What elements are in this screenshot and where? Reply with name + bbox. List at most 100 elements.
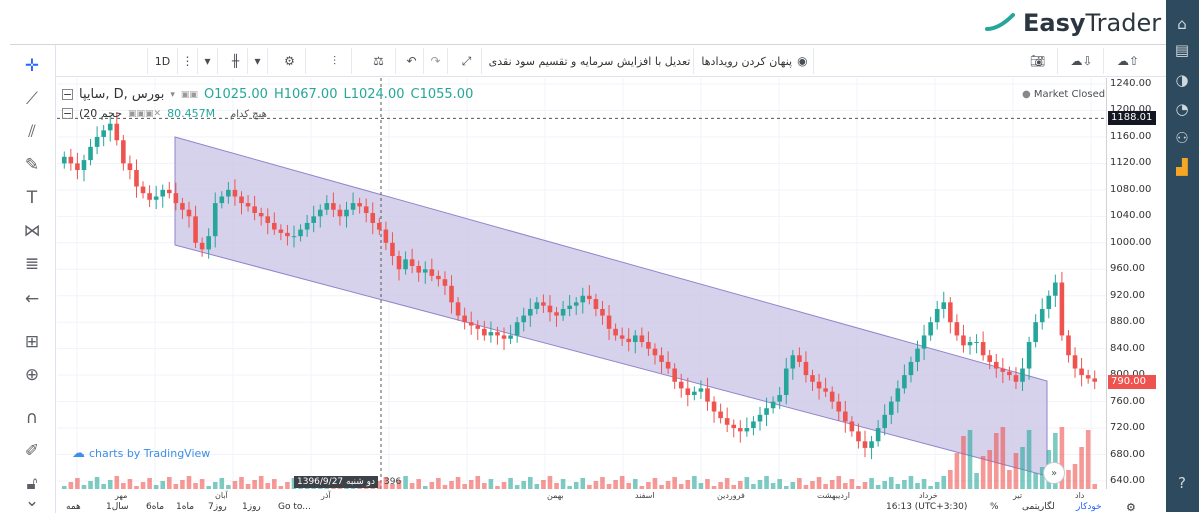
- save-chart-icon[interactable]: ☁⇧: [1116, 54, 1140, 68]
- home-icon[interactable]: ⌂: [1177, 15, 1187, 33]
- fullscreen-icon[interactable]: ⤢: [452, 48, 482, 74]
- volume-bar: [101, 484, 106, 489]
- hide-events-label: پنهان کردن رویدادها: [701, 54, 793, 68]
- volume-bar: [285, 482, 290, 489]
- candle-body: [501, 335, 507, 339]
- symbol-search-input[interactable]: [58, 48, 148, 74]
- time-tick-label: خرداد: [919, 491, 938, 500]
- volume-bar: [475, 476, 481, 489]
- measure-tool-icon[interactable]: ⊞: [24, 332, 40, 352]
- price-axis[interactable]: 1240.00 1200.00 1160.00 1120.00 1080.00 1040.…: [1106, 78, 1156, 489]
- undo-icon[interactable]: ↶: [400, 48, 424, 74]
- symbol-label[interactable]: سایپا, D, بورس: [79, 87, 165, 102]
- redo-icon[interactable]: ↷: [424, 48, 448, 74]
- crosshair-icon[interactable]: ✛: [24, 56, 40, 76]
- brush-icon[interactable]: ✎: [24, 155, 40, 175]
- brand-logo[interactable]: EasyTrader: [985, 6, 1161, 40]
- portfolio-icon[interactable]: ◑: [1175, 71, 1189, 89]
- axis-settings-icon[interactable]: ⚙: [1126, 501, 1136, 514]
- stock-list-icon[interactable]: ▤: [1174, 41, 1190, 59]
- volume-bar: [961, 436, 966, 489]
- range-button[interactable]: Go to...: [278, 502, 311, 512]
- legend-dropdown-icon[interactable]: ▾: [170, 89, 175, 100]
- range-button[interactable]: 1سال: [106, 502, 129, 512]
- volume-bar: [252, 480, 257, 489]
- volume-bar: [272, 479, 277, 489]
- legend-actions[interactable]: ▣▣: [180, 89, 198, 100]
- help-icon[interactable]: ?: [1178, 474, 1186, 492]
- back-arrow-icon[interactable]: ←: [24, 289, 40, 309]
- volume-bar: [915, 483, 920, 489]
- chart-pane[interactable]: [57, 78, 1106, 489]
- candle-body: [692, 391, 697, 395]
- volume-bar: [377, 481, 382, 489]
- trend-line-icon[interactable]: ⟋: [26, 89, 38, 109]
- interval-dropdown-icon[interactable]: ▾: [198, 48, 218, 74]
- candle-body: [744, 428, 750, 432]
- more-intervals-icon[interactable]: ⋮: [178, 48, 198, 74]
- magnet-icon[interactable]: ∩: [25, 408, 39, 428]
- volume-bar: [790, 482, 796, 489]
- tradingview-credit[interactable]: ☁ charts by TradingView: [72, 446, 211, 461]
- volume-bar: [1039, 467, 1045, 489]
- candle-style-icon[interactable]: ╫: [224, 48, 248, 74]
- volume-bar: [436, 478, 441, 489]
- globe-icon[interactable]: ◔: [1175, 100, 1189, 118]
- candle-body: [495, 332, 500, 336]
- camera-icon[interactable]: 📷︎: [1018, 48, 1058, 74]
- tradingview-widget: ✛ ⟋ ⫽ ✎ T ⋈ ≣ ← ⊞ ⊕ ∩ ✐ 🔓︎ ⌄ 1D ⋮ ▾ ╫ ▾ …: [10, 44, 1166, 514]
- interval-button[interactable]: 1D: [148, 48, 178, 74]
- volume-bar: [239, 477, 244, 489]
- scroll-to-realtime-button[interactable]: »: [1043, 462, 1065, 484]
- price-tick-label: 960.00: [1110, 263, 1145, 275]
- parallel-channel-icon[interactable]: ⫽: [28, 122, 36, 142]
- adjust-capital-toggle[interactable]: تعدیل با افزایش سرمایه و تقسیم سود نقدی: [486, 48, 694, 74]
- log-toggle[interactable]: لگاریتمی: [1022, 502, 1055, 512]
- candle-body: [153, 196, 159, 200]
- range-button[interactable]: 7روز: [208, 502, 227, 512]
- text-tool-icon[interactable]: T: [26, 188, 38, 208]
- style-dropdown-icon[interactable]: ▾: [248, 48, 268, 74]
- analysis-chart-icon[interactable]: ▟: [1176, 158, 1188, 176]
- volume-bar: [738, 481, 743, 489]
- volume-bar: [1013, 453, 1019, 489]
- compare-scale-icon[interactable]: ⚖: [362, 48, 396, 74]
- hide-events-button[interactable]: پنهان کردن رویدادها ◉: [696, 48, 814, 74]
- settings-gear-icon[interactable]: ⚙: [274, 48, 306, 74]
- candle-body: [731, 424, 737, 429]
- volume-collapse-icon[interactable]: −: [62, 107, 73, 120]
- volume-actions[interactable]: ▣▣▣✕: [128, 108, 162, 119]
- candle-body: [980, 342, 986, 356]
- volume-bar: [134, 486, 139, 489]
- candle-body: [961, 335, 966, 346]
- range-button[interactable]: همه: [66, 502, 81, 512]
- volume-bar: [632, 479, 638, 489]
- binoculars-icon[interactable]: ⚇: [1175, 129, 1189, 147]
- candle-body: [416, 265, 421, 273]
- candle-body: [180, 203, 185, 210]
- brand-swoosh-icon: [985, 13, 1015, 31]
- legend-collapse-icon[interactable]: −: [62, 88, 73, 101]
- pattern-tool-icon[interactable]: ⋈: [23, 221, 41, 241]
- percent-toggle[interactable]: %: [990, 502, 999, 512]
- chevron-down-icon[interactable]: ⌄: [24, 491, 40, 511]
- indicators-icon[interactable]: ⫶: [318, 48, 352, 74]
- candle-body: [928, 322, 933, 336]
- time-axis[interactable]: مهر آبان آذر بهمن اسفند فروردین اردیبهشت خرداد ت…: [57, 489, 1106, 502]
- lock-icon[interactable]: 🔓︎: [26, 474, 38, 494]
- fib-tool-icon[interactable]: ≣: [24, 254, 40, 274]
- range-button[interactable]: 6ماه: [146, 502, 165, 512]
- candle-body: [291, 236, 297, 238]
- load-chart-icon[interactable]: ☁⇩: [1060, 48, 1104, 74]
- range-button[interactable]: 1روز: [242, 502, 261, 512]
- tradingview-cloud-icon: ☁: [72, 446, 85, 461]
- candle-body: [455, 302, 461, 316]
- range-button[interactable]: 1ماه: [176, 502, 195, 512]
- time-tick-label: بهمن: [547, 491, 564, 500]
- zoom-in-icon[interactable]: ⊕: [24, 365, 40, 385]
- lock-drawing-icon[interactable]: ✐: [24, 441, 40, 461]
- candle-body: [134, 170, 139, 187]
- auto-toggle[interactable]: خودکار: [1076, 502, 1102, 512]
- price-chart[interactable]: [57, 78, 1106, 489]
- volume-bar: [1007, 470, 1012, 489]
